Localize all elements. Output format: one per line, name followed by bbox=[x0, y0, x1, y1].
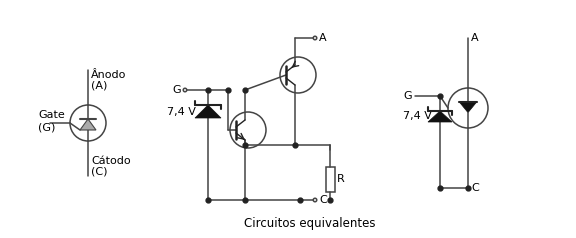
Text: Circuitos equivalentes: Circuitos equivalentes bbox=[244, 217, 376, 230]
Text: Cátodo: Cátodo bbox=[91, 156, 131, 166]
Circle shape bbox=[313, 198, 317, 202]
Text: C: C bbox=[319, 195, 327, 205]
Text: 7,4 V: 7,4 V bbox=[403, 111, 432, 122]
Text: A: A bbox=[319, 33, 327, 43]
Polygon shape bbox=[195, 105, 221, 118]
Text: R: R bbox=[336, 174, 344, 184]
Text: G: G bbox=[403, 91, 412, 101]
Circle shape bbox=[183, 88, 187, 92]
Polygon shape bbox=[459, 102, 477, 113]
Bar bbox=[325, 167, 335, 192]
Text: Ânodo: Ânodo bbox=[91, 70, 126, 80]
Text: A: A bbox=[471, 33, 479, 43]
Text: (G): (G) bbox=[38, 122, 55, 132]
Polygon shape bbox=[80, 119, 96, 130]
Circle shape bbox=[313, 36, 317, 40]
Text: C: C bbox=[471, 183, 479, 193]
Text: (A): (A) bbox=[91, 81, 107, 91]
Text: Gate: Gate bbox=[38, 110, 65, 120]
Text: (C): (C) bbox=[91, 167, 108, 177]
Polygon shape bbox=[428, 111, 452, 122]
Text: 7,4 V: 7,4 V bbox=[167, 106, 196, 116]
Text: G: G bbox=[172, 85, 181, 95]
